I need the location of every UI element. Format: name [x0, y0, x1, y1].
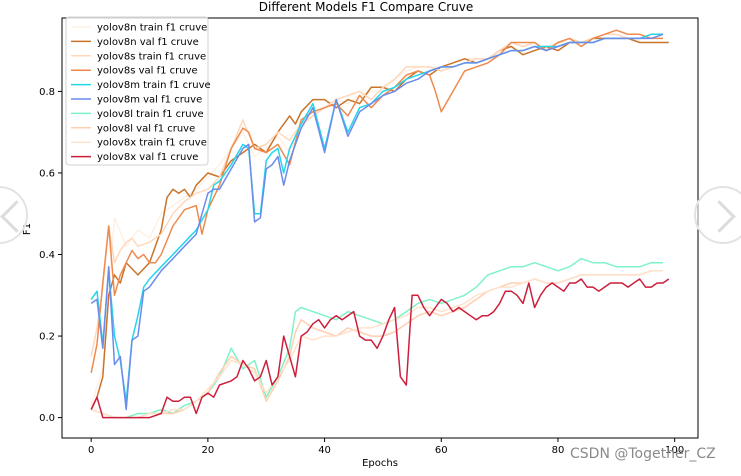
series-line-1: [90, 37, 669, 410]
x-tick-label: 60: [435, 445, 448, 456]
watermark-text: CSDN @Together_CZ: [570, 446, 716, 462]
y-axis-label: F1: [22, 223, 33, 235]
x-tick-label: 20: [202, 445, 215, 456]
legend-label: yolov8x train f1 cruve: [97, 138, 207, 149]
series-line-9: [90, 278, 670, 419]
x-tick-label: 80: [552, 445, 565, 456]
x-tick-label: 100: [665, 445, 684, 456]
x-tick-label: 40: [318, 445, 331, 456]
legend: yolov8n train f1 cruve yolov8n val f1 cru…: [65, 16, 211, 166]
chevron-right-icon: [703, 200, 736, 233]
y-tick-label: 0.0: [39, 413, 55, 424]
series-line-3: [90, 29, 663, 373]
legend-box: [65, 16, 209, 166]
series-line-5: [90, 33, 664, 411]
legend-label: yolov8s val f1 cruve: [97, 66, 198, 77]
legend-label: yolov8s train f1 cruve: [97, 51, 206, 62]
x-tick-label: 0: [88, 445, 94, 456]
y-tick-label: 0.2: [39, 332, 55, 343]
next-image-button[interactable]: [694, 186, 741, 244]
legend-label: yolov8m val f1 cruve: [97, 95, 202, 106]
series-lines: [90, 29, 670, 419]
legend-label: yolov8l val f1 cruve: [97, 123, 195, 134]
legend-label: yolov8n train f1 cruve: [97, 23, 207, 34]
series-line-4: [90, 33, 663, 403]
legend-label: yolov8x val f1 cruve: [97, 152, 198, 163]
legend-label: yolov8m train f1 cruve: [97, 80, 211, 91]
chart-title: Different Models F1 Compare Cruve: [259, 0, 474, 14]
legend-label: yolov8l train f1 cruve: [97, 109, 204, 120]
series-line-6: [90, 257, 663, 419]
y-tick-label: 0.6: [39, 168, 55, 179]
x-axis-label: Epochs: [362, 458, 398, 469]
y-tick-label: 0.4: [39, 250, 55, 261]
series-line-8: [90, 270, 663, 419]
legend-label: yolov8n val f1 cruve: [97, 37, 199, 48]
axis-ticks: 0 20 40 60 80 100 0.0 0.2 0.4 0.6 0.8: [39, 87, 684, 456]
y-tick-label: 0.8: [39, 87, 55, 98]
